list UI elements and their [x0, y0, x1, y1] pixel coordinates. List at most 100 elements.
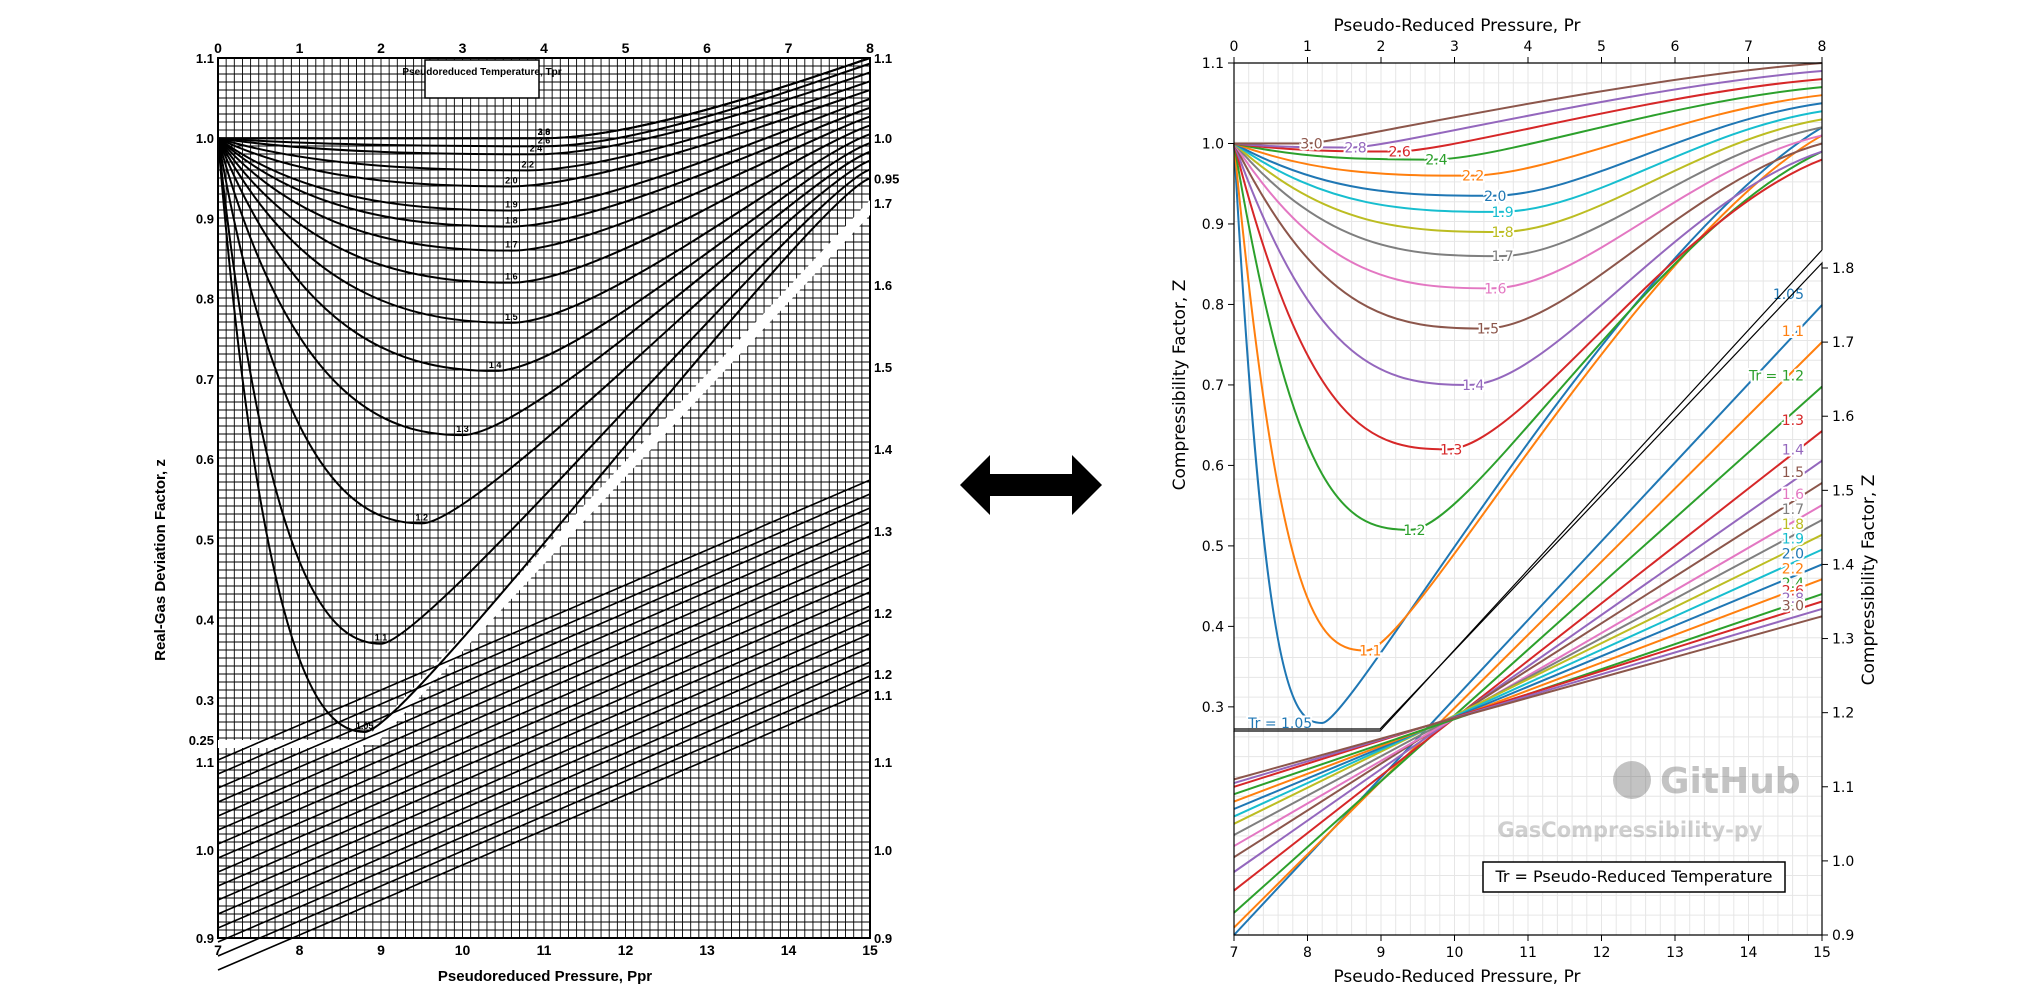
- tick-label: 1.0: [196, 131, 214, 146]
- tick-label: 0.7: [1202, 378, 1224, 394]
- left-lower-line: [217, 577, 871, 859]
- lower-line-2.6: [1233, 600, 1823, 788]
- tick-label: 11: [537, 942, 552, 958]
- tick-label: 1.0: [196, 843, 214, 858]
- lower-line-1.8: [1233, 533, 1823, 825]
- left-lower-line: [217, 493, 871, 775]
- tick-label: 1.6: [1832, 409, 1854, 425]
- right-right-ylabel: Compressibility Factor, Z: [1859, 475, 1879, 686]
- tick-label: 4: [540, 40, 548, 56]
- upper-curve-1.5: [1233, 142, 1823, 330]
- tick-label: 0.6: [196, 452, 214, 467]
- left-curve-label: 2.6: [538, 135, 551, 145]
- tick-label: 15: [862, 942, 878, 958]
- tick-label: 1.7: [874, 196, 892, 211]
- tick-label: 10: [455, 942, 471, 958]
- tick-label: 9: [377, 942, 385, 958]
- tick-label: 5: [1597, 39, 1606, 55]
- left-curve-label: 2.8: [538, 127, 551, 137]
- upper-curve-label: 1.5: [1477, 322, 1499, 338]
- left-curve-label: 1.5: [505, 312, 518, 322]
- upper-curve-label: 1.9: [1491, 205, 1513, 221]
- tick-label: 0.8: [1202, 297, 1224, 313]
- left-lower-line: [217, 619, 871, 901]
- left-lower-line: [217, 549, 871, 831]
- tick-label: 1.7: [1832, 335, 1854, 351]
- upper-curve-label: 1.7: [1491, 249, 1513, 265]
- lower-line-label: 1.9: [1782, 532, 1804, 548]
- tick-label: 0.6: [1202, 458, 1224, 474]
- lower-line-label: 3.0: [1782, 598, 1804, 614]
- left-lower-line: [217, 479, 871, 761]
- upper-curve-1.8: [1233, 118, 1823, 234]
- tick-label: 1.3: [1832, 632, 1854, 648]
- left-curve: [217, 138, 871, 645]
- lower-line-1.1: [1233, 341, 1823, 929]
- upper-curve-label: 2.4: [1425, 153, 1447, 169]
- left-curve-label: 1.3: [456, 424, 469, 434]
- double-arrow-icon: [960, 455, 1102, 515]
- tick-label: 1.0: [1202, 136, 1224, 152]
- left-curve-label: 2.2: [521, 159, 534, 169]
- tick-label: 1.5: [1832, 483, 1854, 499]
- tick-label: 0.9: [1202, 217, 1224, 233]
- lower-line-label: 2.4: [1782, 576, 1804, 592]
- tick-label: 11: [1519, 945, 1537, 961]
- left-curve-label: 1.05: [356, 721, 374, 731]
- lower-line-label: Tr = 1.2: [1748, 369, 1804, 385]
- python-chart: Tr = 1.051.051.11.11.2Tr = 1.21.31.31.41…: [1170, 16, 1879, 986]
- upper-curve-label: 2.8: [1344, 141, 1366, 157]
- right-left-ylabel: Compressibility Factor, Z: [1170, 280, 1190, 491]
- upper-curve-label: 3.0: [1300, 136, 1322, 152]
- upper-curve-3.0: [1234, 62, 1823, 145]
- tick-label: 9: [1377, 945, 1386, 961]
- right-top-xlabel: Pseudo-Reduced Pressure, Pr: [1333, 16, 1580, 36]
- left-lower-line: [217, 689, 871, 971]
- upper-curve-label: 2.6: [1389, 145, 1411, 161]
- legend-note: Tr = Pseudo-Reduced Temperature: [1494, 867, 1772, 886]
- lower-line-label: 2.6: [1782, 584, 1804, 600]
- left-curve-label: 1.9: [505, 199, 518, 209]
- tick-label: 14: [1740, 945, 1758, 961]
- left-curve: [217, 138, 871, 733]
- tick-label: 0.4: [1202, 619, 1224, 635]
- github-icon: [1613, 761, 1651, 799]
- left-curve: [217, 138, 871, 525]
- left-curve: [217, 124, 871, 284]
- watermark-brand: GitHub: [1660, 761, 1801, 802]
- tick-label: 0.5: [196, 532, 214, 547]
- tick-label: 0.25: [189, 733, 214, 748]
- tick-label: 0.4: [196, 613, 215, 628]
- left-curve: [217, 80, 871, 172]
- tick-label: 12: [1593, 945, 1611, 961]
- tick-label: 3: [459, 40, 467, 56]
- tick-label: 15: [1813, 945, 1831, 961]
- tick-label: 13: [1666, 945, 1684, 961]
- upper-curve-2.0: [1233, 102, 1823, 197]
- upper-curve-label: 1.6: [1484, 281, 1506, 297]
- tick-label: 14: [781, 942, 797, 958]
- lower-line-label: 1.8: [1782, 517, 1804, 533]
- tick-label: 7: [1744, 39, 1753, 55]
- left-curve: [217, 137, 871, 437]
- tick-label: 4: [1524, 39, 1533, 55]
- left-lower-line: [217, 507, 871, 789]
- lower-line-label: 1.6: [1782, 487, 1804, 503]
- tick-label: 0.8: [196, 292, 214, 307]
- right-curves: Tr = 1.051.051.11.11.2Tr = 1.21.31.31.41…: [1233, 62, 1823, 936]
- lower-line-label: 1.1: [1782, 324, 1804, 340]
- left-legend-box: [424, 59, 540, 99]
- tick-label: 1.0: [874, 843, 892, 858]
- tick-label: 1.3: [874, 524, 892, 539]
- lower-line-2.8: [1233, 607, 1823, 785]
- left-curve-label: 1.8: [505, 215, 518, 225]
- tick-label: 1.1: [196, 51, 214, 66]
- tick-label: 8: [1303, 945, 1312, 961]
- standing-katz-chart: 1.051.11.21.31.41.51.61.71.81.92.02.22.4…: [152, 40, 899, 985]
- lower-line-2.0: [1233, 563, 1823, 810]
- tick-label: 13: [699, 942, 715, 958]
- left-ticks: 0 1 2 3 4 5 6 7 87 8 9 10 11 12 13 14 150.250.30.40.50.6…: [189, 40, 900, 958]
- tick-label: 0.9: [874, 931, 892, 946]
- right-bottom-xlabel: Pseudo-Reduced Pressure, Pr: [1333, 967, 1580, 986]
- upper-curve-label: 2.0: [1484, 189, 1506, 205]
